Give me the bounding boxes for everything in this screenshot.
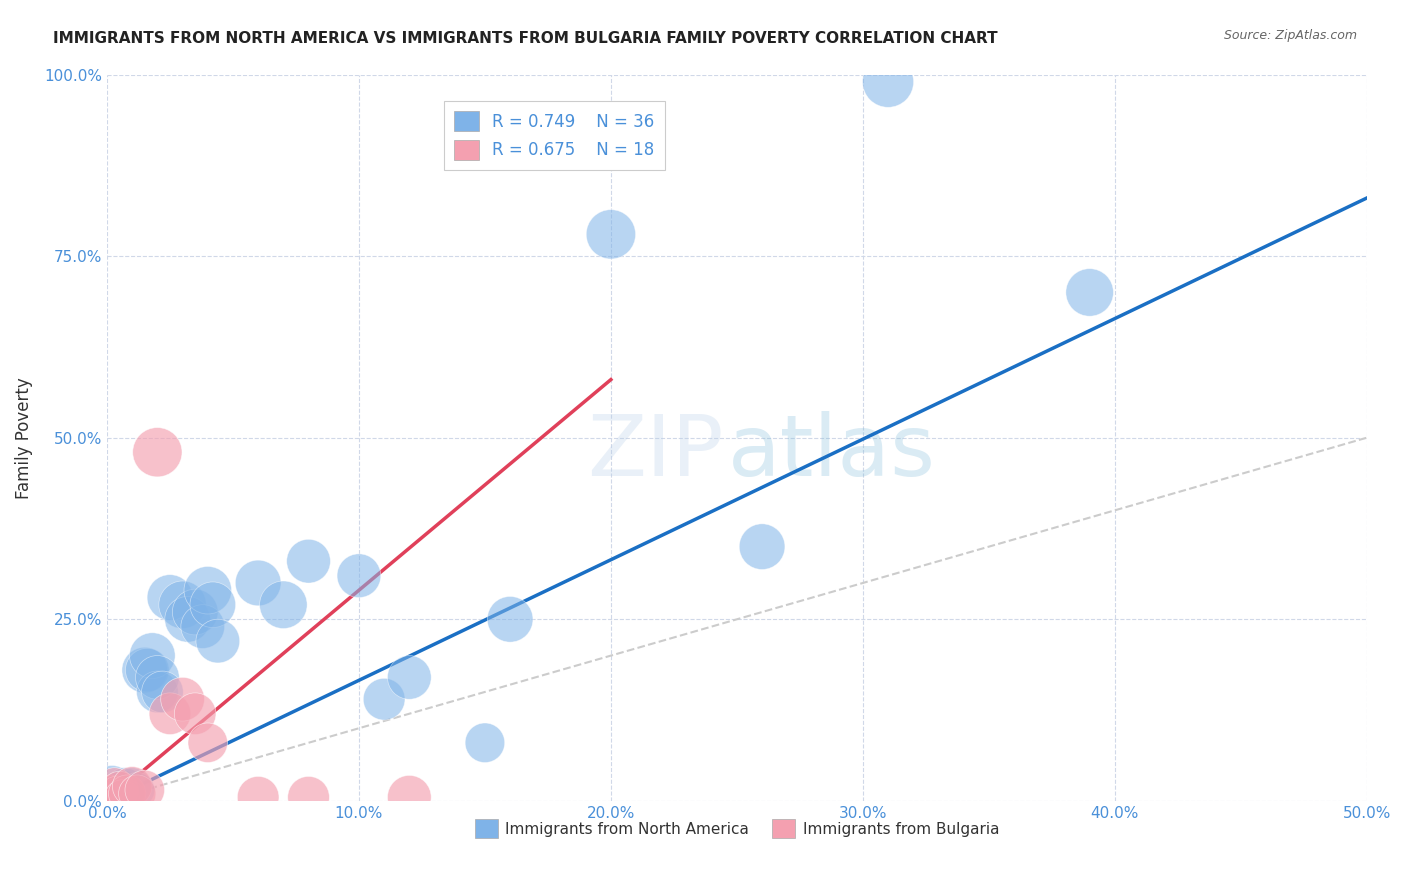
Point: [184, 706, 207, 721]
Point: [115, 787, 138, 801]
Point: [152, 685, 174, 699]
Text: Source: ZipAtlas.com: Source: ZipAtlas.com: [1223, 29, 1357, 42]
Point: [499, 612, 522, 626]
Point: [146, 670, 169, 684]
Point: [207, 634, 229, 648]
Point: [273, 598, 295, 612]
Text: atlas: atlas: [727, 410, 935, 494]
Point: [141, 648, 163, 663]
Point: [103, 787, 125, 801]
Point: [398, 670, 420, 684]
Point: [172, 598, 194, 612]
Point: [134, 663, 156, 677]
Point: [247, 576, 270, 591]
Point: [108, 783, 131, 797]
Point: [98, 787, 121, 801]
Point: [101, 780, 124, 794]
Point: [146, 685, 169, 699]
Point: [247, 790, 270, 805]
Point: [136, 663, 159, 677]
Point: [373, 692, 395, 706]
Point: [127, 783, 149, 797]
Legend: Immigrants from North America, Immigrants from Bulgaria: Immigrants from North America, Immigrant…: [468, 814, 1005, 844]
Point: [121, 780, 143, 794]
Point: [103, 780, 125, 794]
Point: [159, 706, 181, 721]
Y-axis label: Family Poverty: Family Poverty: [15, 376, 32, 499]
Point: [114, 780, 136, 794]
Point: [191, 619, 214, 633]
Point: [105, 790, 128, 805]
Text: ZIP: ZIP: [586, 410, 723, 494]
Point: [751, 540, 773, 554]
Point: [1078, 285, 1101, 300]
Point: [121, 780, 143, 794]
Point: [146, 445, 169, 459]
Point: [176, 612, 198, 626]
Text: IMMIGRANTS FROM NORTH AMERICA VS IMMIGRANTS FROM BULGARIA FAMILY POVERTY CORRELA: IMMIGRANTS FROM NORTH AMERICA VS IMMIGRA…: [53, 31, 998, 46]
Point: [159, 591, 181, 605]
Point: [101, 790, 124, 805]
Point: [398, 790, 420, 805]
Point: [297, 790, 319, 805]
Point: [111, 783, 134, 797]
Point: [197, 583, 219, 598]
Point: [115, 787, 138, 801]
Point: [201, 598, 224, 612]
Point: [111, 790, 134, 805]
Point: [118, 790, 141, 805]
Point: [108, 787, 131, 801]
Point: [600, 227, 623, 242]
Point: [127, 787, 149, 801]
Point: [877, 75, 900, 89]
Point: [347, 568, 370, 582]
Point: [134, 783, 156, 797]
Point: [172, 692, 194, 706]
Point: [184, 605, 207, 619]
Point: [197, 736, 219, 750]
Point: [297, 554, 319, 568]
Point: [105, 787, 128, 801]
Point: [474, 736, 496, 750]
